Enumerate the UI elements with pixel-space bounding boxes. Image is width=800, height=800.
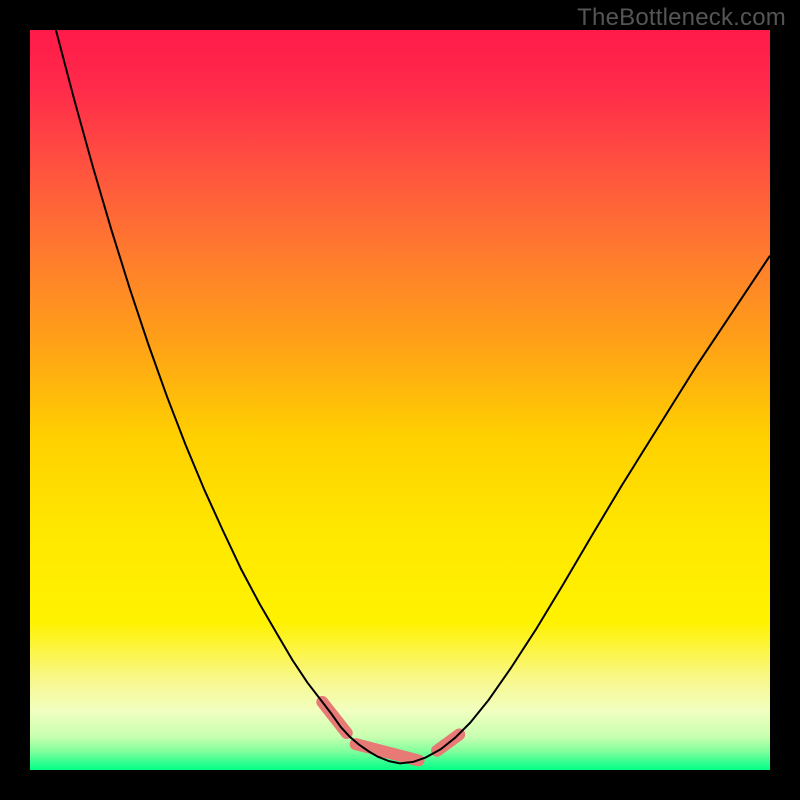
plot-background <box>30 30 770 770</box>
chart-stage: TheBottleneck.com <box>0 0 800 800</box>
watermark-text: TheBottleneck.com <box>577 4 786 32</box>
chart-svg <box>0 0 800 800</box>
